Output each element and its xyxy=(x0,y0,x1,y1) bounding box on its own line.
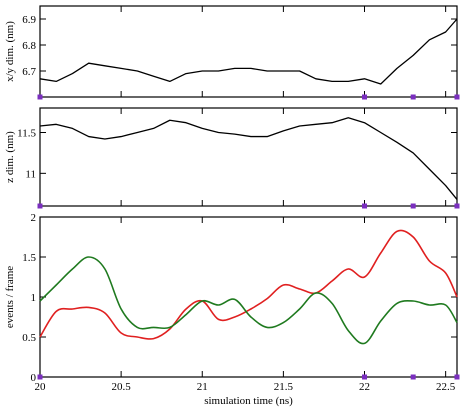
x-tick-label: 21 xyxy=(197,381,208,393)
event-marker xyxy=(362,203,368,209)
y-tick-label: 6.9 xyxy=(22,14,36,26)
y-tick-label: 0 xyxy=(31,372,37,384)
event-marker xyxy=(454,374,460,380)
series-line-1 xyxy=(39,256,458,345)
plot-frame xyxy=(39,216,458,378)
event-marker xyxy=(454,203,460,209)
y-axis-label: z dim. (nm) xyxy=(4,131,16,183)
x-axis-label: simulation time (ns) xyxy=(204,395,293,407)
y-tick-label: 6.8 xyxy=(22,40,36,52)
event-marker xyxy=(410,203,416,209)
y-tick-label: 1.5 xyxy=(22,252,36,264)
event-marker xyxy=(37,203,43,209)
x-tick-label: 22 xyxy=(359,381,370,393)
y-axis-label: x/y dim. (nm) xyxy=(4,21,16,82)
event-marker xyxy=(410,94,416,100)
y-tick-label: 11.5 xyxy=(17,128,36,140)
plot-frame xyxy=(39,5,458,98)
y-tick-label: 6.7 xyxy=(22,66,36,78)
x-tick-label: 20 xyxy=(35,381,47,393)
event-marker xyxy=(362,94,368,100)
panel-xy-dim: 6.7 6.8 6.9 x/y dim. (nm) xyxy=(4,5,460,100)
y-tick-label: 1 xyxy=(31,292,37,304)
event-marker xyxy=(362,374,368,380)
panel-events: 0 0.5 1 1.5 2 20 20.5 21 21.5 22 22.5 events / fram… xyxy=(4,212,460,407)
x-tick-label: 21.5 xyxy=(274,381,294,393)
event-marker xyxy=(37,374,43,380)
series-line-0 xyxy=(39,117,458,200)
plot-frame xyxy=(39,107,458,207)
x-tick-label: 20.5 xyxy=(112,381,132,393)
event-marker xyxy=(454,94,460,100)
panel-z-dim: 11 11.5z dim. (nm) xyxy=(4,107,460,209)
series-line-0 xyxy=(39,18,458,85)
y-tick-label: 2 xyxy=(31,212,37,224)
x-tick-label: 22.5 xyxy=(436,381,456,393)
event-marker xyxy=(37,94,43,100)
series-line-0 xyxy=(39,229,458,340)
y-tick-label: 11 xyxy=(25,168,36,180)
y-tick-label: 0.5 xyxy=(22,332,36,344)
event-marker xyxy=(410,374,416,380)
y-axis-label: events / frame xyxy=(4,266,16,328)
